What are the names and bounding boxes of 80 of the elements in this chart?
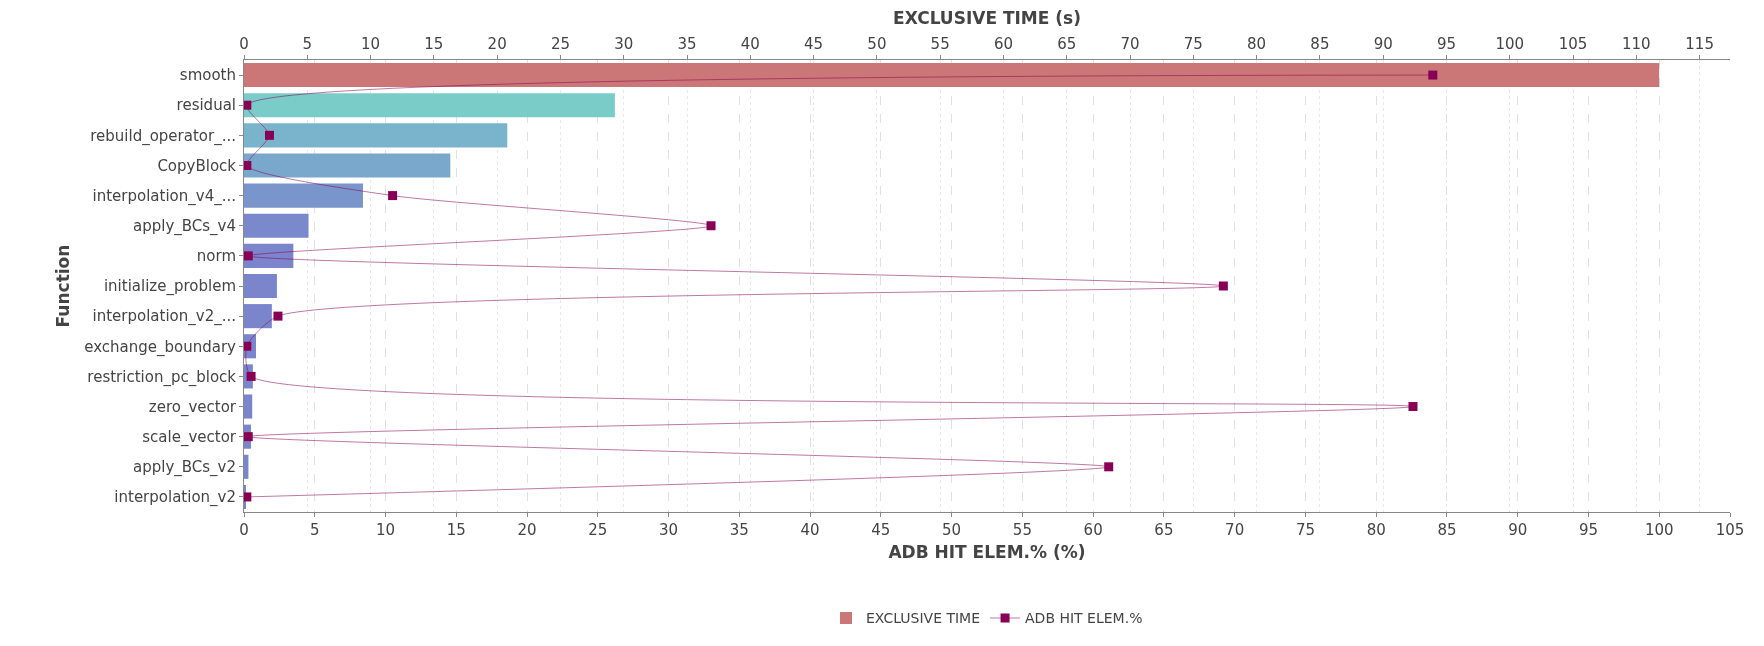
x2-tick-label: 60 (993, 35, 1013, 53)
x2-tick-label: 30 (614, 35, 634, 53)
y-tick-label: CopyBlock (157, 156, 237, 175)
y-tick-label: smooth (179, 66, 236, 85)
x2-tick-label: 5 (302, 35, 313, 53)
x-tick-label: 15 (446, 521, 466, 539)
x2-axis-title: EXCLUSIVE TIME (s) (893, 7, 1081, 28)
x2-tick-label: 10 (361, 35, 381, 53)
y-tick-label: exchange_boundary (84, 337, 237, 357)
x2-tick-label: 45 (804, 35, 824, 53)
point (246, 371, 256, 381)
point (244, 432, 253, 442)
point (1428, 70, 1438, 80)
x-tick-label: 40 (800, 521, 820, 539)
point (1408, 402, 1418, 412)
x2-tick-label: 25 (550, 35, 570, 53)
x2-tick-label: 20 (487, 35, 507, 53)
x2-tick-label: 85 (1310, 35, 1330, 53)
point (273, 311, 283, 321)
x-tick-label: 25 (588, 521, 608, 539)
x-tick-label: 75 (1295, 521, 1315, 539)
point (388, 191, 398, 201)
x-tick-label: 65 (1154, 521, 1174, 539)
x2-tick-label: 65 (1057, 35, 1077, 53)
x2-tick-label: 95 (1436, 35, 1457, 53)
y-axis-title: Function (52, 244, 73, 328)
legend-label: EXCLUSIVE TIME (866, 610, 981, 627)
x2-tick-label: 90 (1373, 35, 1393, 53)
point (244, 492, 252, 502)
point (244, 100, 252, 110)
x2-tick-label: 55 (930, 35, 950, 53)
x2-tick-label: 80 (1247, 35, 1267, 53)
x-tick-label: 100 (1644, 521, 1674, 539)
x2-tick-label: 40 (740, 35, 760, 53)
y-tick-label: interpolation_v2_... (92, 307, 236, 327)
point (706, 221, 716, 231)
x2-tick-label: 70 (1120, 35, 1140, 53)
x-tick-label: 90 (1508, 521, 1528, 539)
x-tick-label: 5 (309, 521, 320, 539)
point (1104, 462, 1114, 472)
x-tick-label: 35 (729, 521, 749, 539)
point (244, 251, 253, 261)
x-axis-title: ADB HIT ELEM.% (%) (888, 542, 1086, 563)
y-tick-label: residual (176, 96, 236, 115)
legend-label: ADB HIT ELEM.% (1025, 610, 1143, 627)
x2-tick-label: 110 (1622, 35, 1651, 53)
x2-tick-label: 15 (424, 35, 444, 53)
y-tick-label: apply_BCs_v4 (132, 216, 236, 236)
y-tick-label: zero_vector (148, 397, 237, 417)
point (264, 130, 274, 140)
y-tick-label: rebuild_operator_... (90, 126, 236, 146)
x2-tick-label: 50 (867, 35, 887, 53)
point (1218, 281, 1228, 291)
x-tick-label: 60 (1083, 521, 1103, 539)
x2-tick-label: 35 (677, 35, 697, 53)
x-tick-label: 85 (1437, 521, 1457, 539)
x2-tick-label: 100 (1495, 35, 1525, 53)
x-tick-label: 20 (517, 521, 537, 539)
y-tick-label: scale_vector (142, 427, 237, 447)
x-tick-label: 95 (1578, 521, 1599, 539)
x-tick-label: 0 (239, 521, 249, 539)
x-tick-label: 55 (1012, 521, 1032, 539)
x-tick-label: 45 (871, 521, 891, 539)
y-tick-label: initialize_problem (103, 277, 236, 297)
y-tick-label: apply_BCs_v2 (132, 458, 236, 478)
y-tick-label: norm (196, 247, 236, 266)
x2-tick-label: 75 (1183, 35, 1203, 53)
x-tick-label: 30 (659, 521, 679, 539)
x-tick-label: 10 (375, 521, 396, 539)
x2-tick-label: 105 (1558, 35, 1588, 53)
x-tick-label: 50 (942, 521, 962, 539)
y-tick-label: interpolation_v2 (114, 488, 236, 508)
point (244, 160, 252, 170)
x-tick-label: 105 (1715, 521, 1745, 539)
x-tick-label: 70 (1225, 521, 1245, 539)
x2-tick-label: 0 (239, 35, 249, 53)
y-tick-label: interpolation_v4_... (92, 186, 236, 206)
x-tick-label: 80 (1366, 521, 1386, 539)
x2-tick-label: 115 (1685, 35, 1714, 53)
y-tick-label: restriction_pc_block (87, 367, 237, 387)
